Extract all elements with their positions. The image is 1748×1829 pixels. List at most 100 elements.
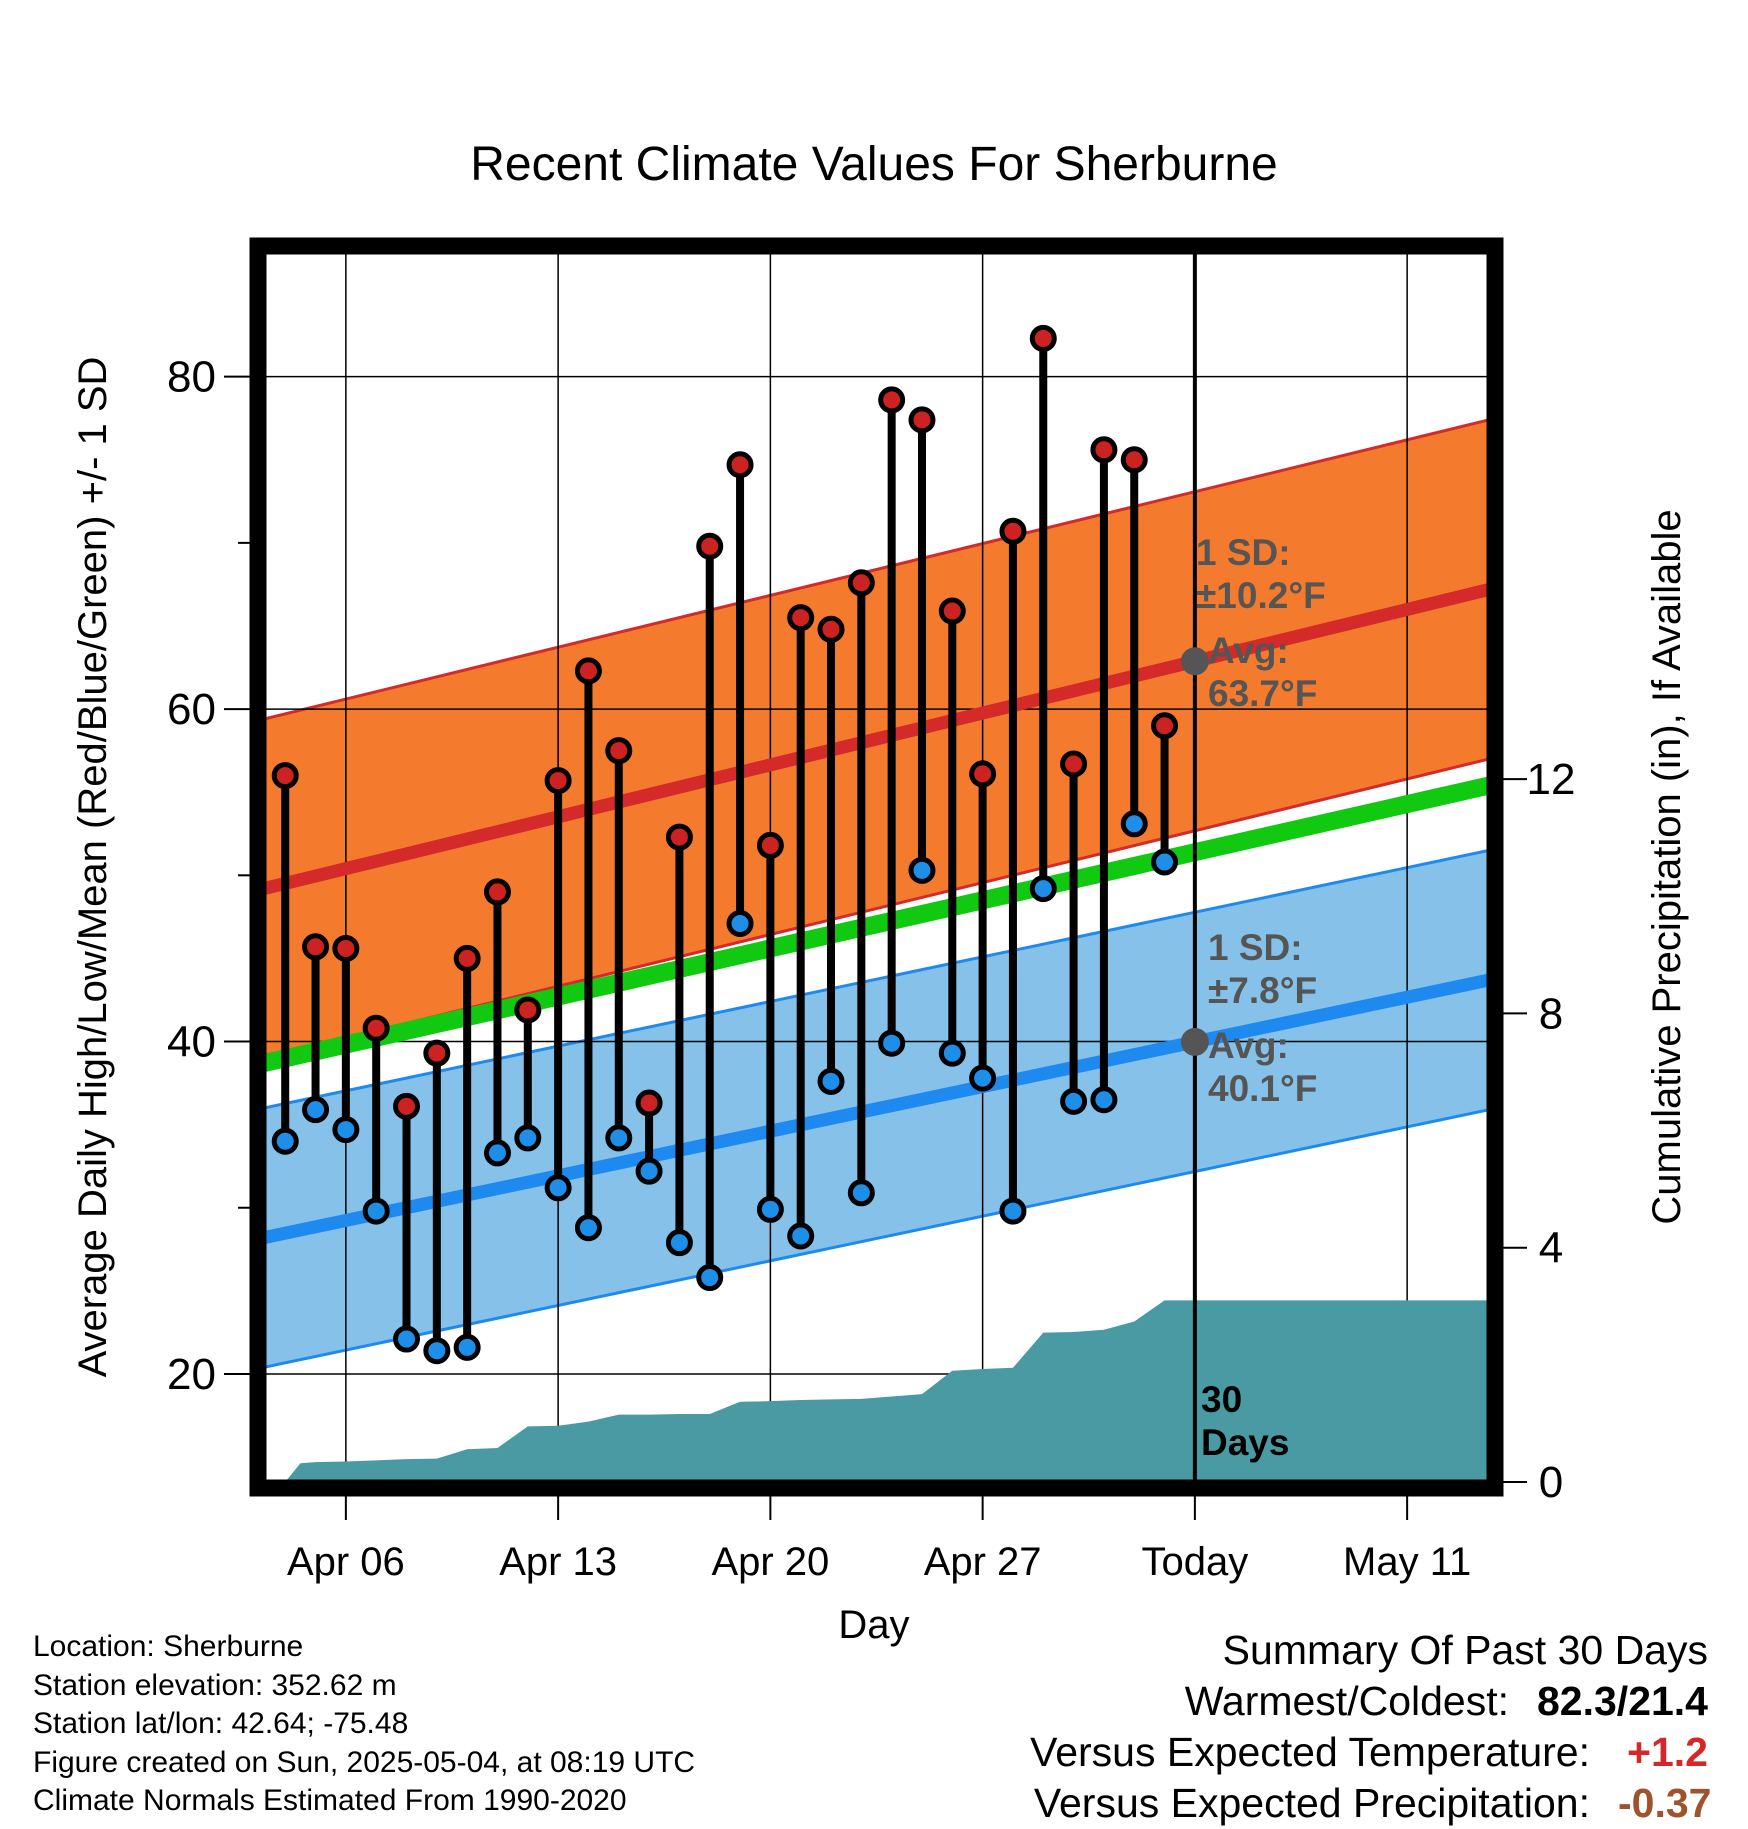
daily-high-point bbox=[574, 657, 602, 685]
vs-temp-value: +1.2 bbox=[1627, 1729, 1708, 1775]
daily-high-point bbox=[362, 1014, 390, 1042]
daily-low-point bbox=[1029, 875, 1057, 903]
daily-low-point bbox=[544, 1174, 572, 1202]
daily-high-point bbox=[817, 615, 845, 643]
vs-temp-label: Versus Expected Temperature: bbox=[1030, 1729, 1590, 1775]
daily-high-point bbox=[332, 934, 360, 962]
high-sd-annotation-line: ±10.2°F bbox=[1196, 575, 1326, 616]
warm-cold-label: Warmest/Coldest: bbox=[1184, 1678, 1509, 1724]
low-sd-annotation: 1 SD: ±7.8°F bbox=[1208, 927, 1317, 1011]
y-tick-label-left: 40 bbox=[167, 1018, 216, 1067]
y-tick-label-right: 12 bbox=[1527, 755, 1576, 804]
daily-low-point bbox=[605, 1124, 633, 1152]
today-normal-low-marker bbox=[1180, 1027, 1209, 1056]
daily-values bbox=[271, 324, 1179, 1365]
low-sd-annotation-line: ±7.8°F bbox=[1208, 970, 1317, 1011]
daily-high-point bbox=[938, 597, 966, 625]
station-info: Location: Sherburne Station elevation: 3… bbox=[33, 1628, 695, 1821]
x-tick-label: Apr 06 bbox=[287, 1540, 405, 1584]
high-sd-band-upper-edge bbox=[264, 418, 1489, 721]
daily-high-point bbox=[453, 944, 481, 972]
vs-precip-label: Versus Expected Precipitation: bbox=[1033, 1780, 1590, 1826]
y-tick-label-right: 8 bbox=[1539, 989, 1563, 1038]
x-axis-label: Day bbox=[838, 1603, 909, 1647]
axes: 20 40 60 80 0 4 8 12 Apr 06 Apr 13 Apr 20 Apr 27 Tod… bbox=[71, 237, 1689, 1647]
daily-low-point bbox=[453, 1333, 481, 1361]
warm-cold-value: 82.3/21.4 bbox=[1537, 1678, 1708, 1724]
days-annotation-line: 30 bbox=[1201, 1379, 1242, 1420]
summary-panel: Summary Of Past 30 Days Warmest/Coldest:… bbox=[1030, 1625, 1712, 1829]
daily-low-point bbox=[787, 1222, 815, 1250]
low-avg-annotation-line: Avg: bbox=[1208, 1025, 1289, 1066]
daily-high-point bbox=[1120, 446, 1148, 474]
daily-high-point bbox=[423, 1039, 451, 1067]
daily-low-point bbox=[1060, 1087, 1088, 1115]
x-tick-label: Apr 20 bbox=[711, 1540, 829, 1584]
daily-low-point bbox=[878, 1029, 906, 1057]
x-tick-label: May 11 bbox=[1343, 1540, 1471, 1584]
low-avg-annotation-line: 40.1°F bbox=[1208, 1068, 1317, 1109]
daily-low-point bbox=[332, 1116, 360, 1144]
created-text: Figure created on Sun, 2025-05-04, at 08… bbox=[33, 1745, 696, 1779]
daily-high-point bbox=[1090, 436, 1118, 464]
low-avg-annotation: Avg: 40.1°F bbox=[1208, 1025, 1317, 1109]
vs-temp-row: Versus Expected Temperature: +1.2 bbox=[1030, 1727, 1708, 1778]
daily-high-point bbox=[302, 933, 330, 961]
days-annotation-line: Days bbox=[1201, 1422, 1289, 1463]
normals-note: Climate Normals Estimated From 1990-2020 bbox=[33, 1784, 627, 1817]
high-sd-annotation-line: 1 SD: bbox=[1196, 532, 1291, 573]
daily-low-point bbox=[1120, 810, 1148, 838]
daily-low-point bbox=[514, 1124, 542, 1152]
daily-low-point bbox=[908, 856, 936, 884]
warm-cold-row: Warmest/Coldest: 82.3/21.4 bbox=[1030, 1676, 1708, 1727]
normal-high-line bbox=[264, 583, 1489, 895]
latlon-text: Station lat/lon: 42.64; -75.48 bbox=[33, 1707, 409, 1740]
daily-low-point bbox=[969, 1064, 997, 1092]
chart-title: Recent Climate Values For Sherburne bbox=[470, 138, 1278, 191]
daily-high-point bbox=[483, 878, 511, 906]
daily-low-point bbox=[635, 1157, 663, 1185]
low-sd-annotation-line: 1 SD: bbox=[1208, 927, 1303, 968]
daily-high-point bbox=[726, 451, 754, 479]
plot-frame bbox=[249, 237, 1504, 1497]
x-tick-label: Today bbox=[1142, 1540, 1249, 1584]
daily-high-point bbox=[514, 996, 542, 1024]
daily-low-point bbox=[1090, 1086, 1118, 1114]
x-tick-label: Apr 13 bbox=[499, 1540, 617, 1584]
daily-low-point bbox=[302, 1096, 330, 1124]
daily-low-point bbox=[393, 1325, 421, 1353]
daily-low-point bbox=[574, 1214, 602, 1242]
daily-low-point bbox=[665, 1229, 693, 1257]
high-avg-annotation-line: 63.7°F bbox=[1208, 673, 1317, 714]
y-axis-label-right: Cumulative Precipitation (in), If Availa… bbox=[1645, 509, 1689, 1224]
summary-title: Summary Of Past 30 Days bbox=[1222, 1627, 1708, 1673]
daily-low-point bbox=[1151, 848, 1179, 876]
daily-low-point bbox=[696, 1264, 724, 1292]
daily-high-point bbox=[847, 569, 875, 597]
daily-high-point bbox=[999, 517, 1027, 545]
high-avg-annotation: Avg: 63.7°F bbox=[1208, 630, 1317, 714]
daily-low-point bbox=[847, 1179, 875, 1207]
high-avg-annotation-line: Avg: bbox=[1208, 630, 1289, 671]
daily-low-point bbox=[423, 1337, 451, 1365]
daily-low-point bbox=[817, 1067, 845, 1095]
vs-precip-row: Versus Expected Precipitation: -0.37 bbox=[1030, 1778, 1712, 1829]
daily-low-point bbox=[362, 1197, 390, 1225]
y-tick-label-left: 60 bbox=[167, 685, 216, 734]
daily-low-point bbox=[756, 1195, 784, 1223]
y-tick-label-left: 80 bbox=[167, 353, 216, 402]
location-text: Location: Sherburne bbox=[33, 1630, 304, 1663]
y-axis-label-left: Average Daily High/Low/Mean (Red/Blue/Gr… bbox=[71, 357, 115, 1378]
daily-high-point bbox=[393, 1092, 421, 1120]
plot-area bbox=[264, 252, 1489, 1482]
today-normal-high-marker bbox=[1180, 647, 1209, 676]
daily-high-point bbox=[787, 604, 815, 632]
daily-low-point bbox=[271, 1127, 299, 1155]
y-tick-label-right: 4 bbox=[1539, 1224, 1563, 1273]
daily-low-point bbox=[999, 1197, 1027, 1225]
x-tick-label: Apr 27 bbox=[924, 1540, 1042, 1584]
daily-high-point bbox=[878, 386, 906, 414]
